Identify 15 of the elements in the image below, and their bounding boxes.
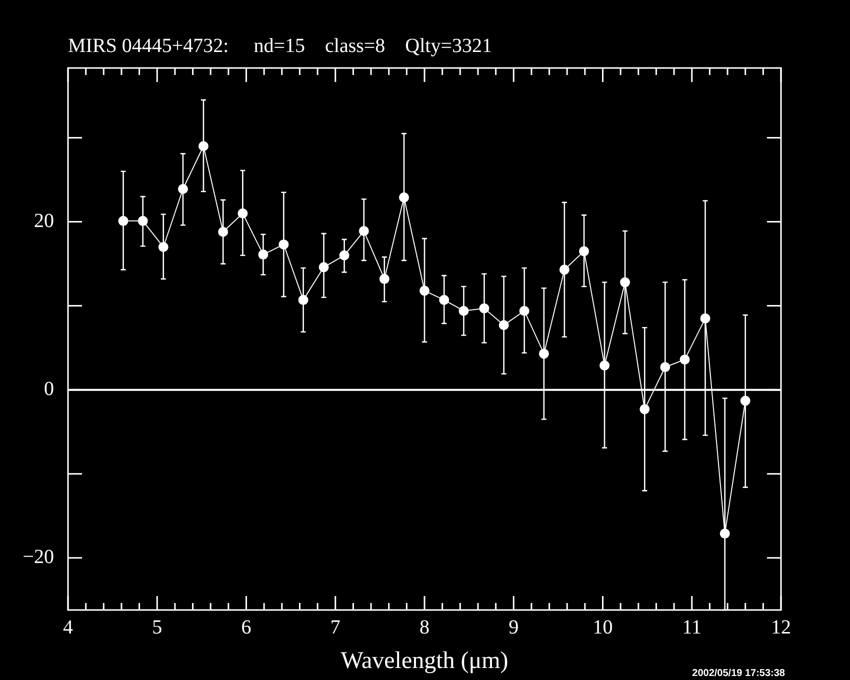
x-tick-label: 8 (420, 616, 430, 638)
y-tick-label: 0 (44, 378, 54, 400)
x-tick-label: 12 (771, 616, 791, 638)
x-tick-label: 4 (63, 616, 73, 638)
x-tick-label: 5 (152, 616, 162, 638)
x-tick-label: 7 (330, 616, 340, 638)
x-tick-label: 11 (682, 616, 702, 638)
x-axis-title: Wavelength (μm) (340, 648, 508, 674)
y-tick-label: 20 (34, 210, 54, 232)
x-tick-label: 6 (241, 616, 252, 638)
text: 2002/05/19 17:53:38 (692, 668, 786, 679)
x-tick-label: 9 (508, 616, 519, 638)
x-tick-label: 10 (592, 616, 613, 638)
chart-title: MIRS 04445+4732: nd=15 class=8 Qlty=3321 (68, 35, 492, 57)
y-tick-label: −20 (22, 546, 54, 568)
